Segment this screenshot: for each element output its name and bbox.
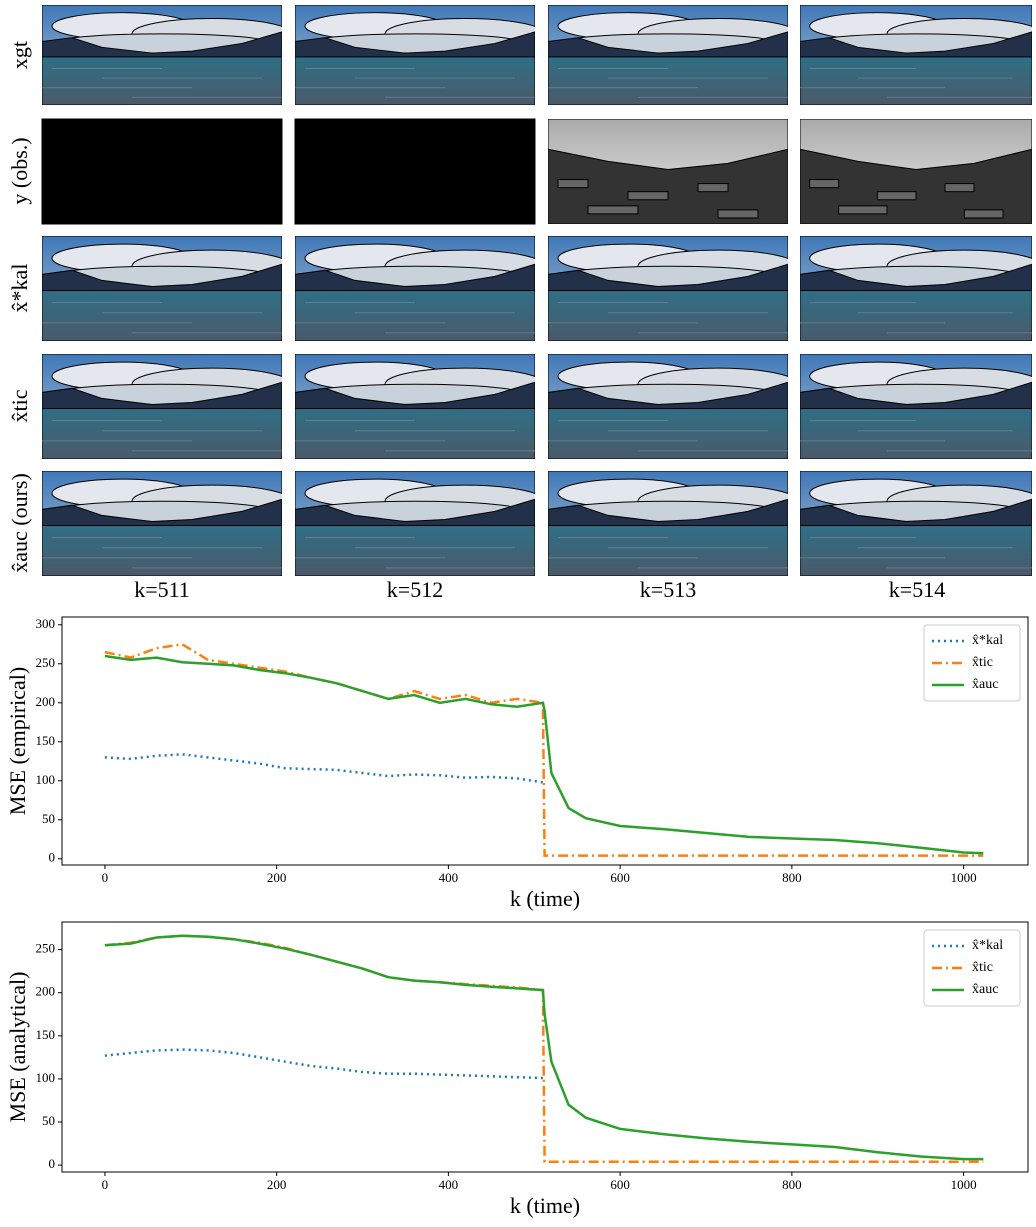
plot-frame <box>61 921 1029 1173</box>
series-line <box>104 1048 543 1080</box>
image-grid <box>41 5 1032 576</box>
x-tick-label: 1000 <box>951 1177 977 1192</box>
series-line <box>104 934 984 1161</box>
x-tick-label: 0 <box>102 870 109 885</box>
column-label: k=512 <box>387 577 443 602</box>
legend-label: x̂*kal <box>972 938 1003 953</box>
legend-box <box>923 624 1021 702</box>
row-label: x̂tic <box>7 389 32 422</box>
y-tick-label: 250 <box>36 655 56 670</box>
x-tick-label: 800 <box>782 1177 802 1192</box>
y-axis-label: MSE (empirical) <box>5 667 30 815</box>
row-label: x̂auc (ours) <box>7 473 32 573</box>
x-tick-label: 200 <box>267 870 287 885</box>
y-tick-label: 150 <box>36 1027 56 1042</box>
legend-label: x̂auc <box>972 677 998 692</box>
row-label: y (obs.) <box>7 137 32 204</box>
legend: x̂*kal x̂tic x̂auc <box>923 929 1021 1007</box>
x-tick-label: 400 <box>439 1177 459 1192</box>
row-label: xgt <box>7 41 32 69</box>
legend-label: x̂tic <box>972 655 993 670</box>
x-axis-label: k (time) <box>510 886 580 911</box>
y-tick-label: 0 <box>49 1156 56 1171</box>
x-tick-label: 1000 <box>951 870 977 885</box>
series-line <box>104 934 984 1163</box>
legend-label: x̂auc <box>972 982 998 997</box>
y-tick-label: 100 <box>36 772 56 787</box>
y-tick-label: 0 <box>49 850 56 865</box>
y-tick-label: 100 <box>36 1070 56 1085</box>
y-tick-label: 50 <box>42 811 55 826</box>
legend-box <box>923 929 1021 1007</box>
series-line <box>104 753 544 784</box>
y-tick-label: 50 <box>42 1113 55 1128</box>
column-label: k=511 <box>134 577 190 602</box>
x-tick-label: 200 <box>267 1177 287 1192</box>
x-axis-label: k (time) <box>510 1193 580 1218</box>
series-line <box>104 642 984 857</box>
y-tick-label: 150 <box>36 733 56 748</box>
y-tick-label: 300 <box>36 616 56 631</box>
column-label: k=514 <box>889 577 945 602</box>
x-tick-label: 600 <box>610 1177 630 1192</box>
legend-label: x̂*kal <box>972 633 1003 648</box>
column-label: k=513 <box>640 577 696 602</box>
y-tick-label: 250 <box>36 941 56 956</box>
plot-frame <box>61 616 1029 866</box>
y-tick-label: 200 <box>36 694 56 709</box>
x-tick-label: 600 <box>610 870 630 885</box>
y-tick-label: 200 <box>36 984 56 999</box>
x-tick-label: 400 <box>439 870 459 885</box>
legend-label: x̂tic <box>972 960 993 975</box>
series-line <box>104 654 984 855</box>
y-axis-label: MSE (analytical) <box>5 972 30 1123</box>
legend: x̂*kal x̂tic x̂auc <box>923 624 1021 702</box>
x-tick-label: 800 <box>782 870 802 885</box>
row-label: x̂*kal <box>7 264 32 313</box>
x-tick-label: 0 <box>102 1177 109 1192</box>
